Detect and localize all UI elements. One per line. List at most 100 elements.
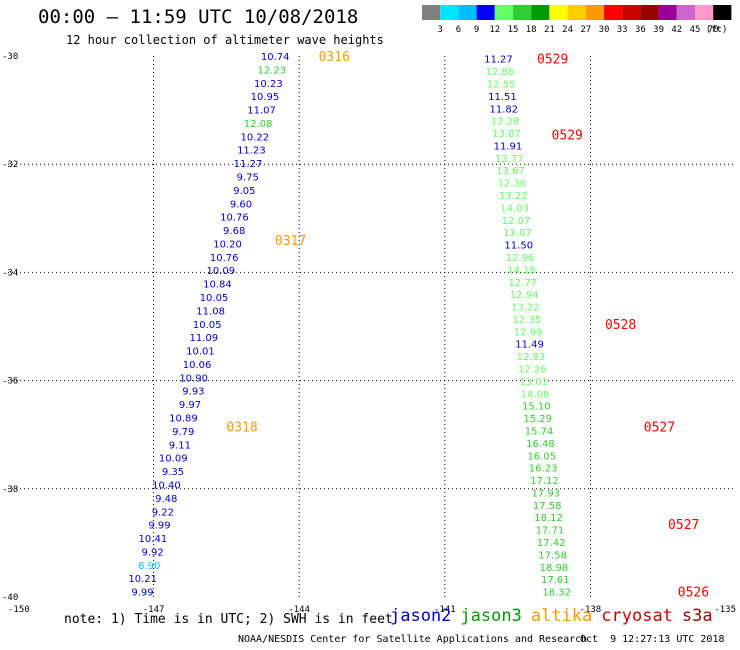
swh-value-label: 11.49	[515, 340, 544, 351]
swh-value-label: 14.18	[507, 265, 536, 276]
swh-value-label: 11.23	[237, 146, 266, 157]
swh-value-label: 10.84	[203, 280, 232, 291]
swh-value-label: 17.58	[533, 501, 562, 512]
swh-value-label: 18.32	[542, 588, 571, 599]
x-tick-label: -138	[580, 605, 602, 615]
colorbar-threshold: 45	[690, 25, 701, 35]
swh-value-label: 9.05	[233, 186, 255, 197]
swh-value-label: 13.22	[499, 191, 528, 202]
x-tick-label: -147	[143, 605, 165, 615]
colorbar-swatch	[604, 5, 623, 20]
swh-value-label: 9.68	[223, 226, 245, 237]
swh-value-label: 16.23	[529, 464, 558, 475]
swh-value-label: 11.27	[484, 55, 513, 66]
swh-value-label: 14.08	[521, 389, 550, 400]
swh-value-label: 9.79	[172, 427, 194, 438]
swh-value-label: 11.82	[490, 104, 519, 115]
colorbar-swatch	[549, 5, 568, 20]
colorbar-swatch	[458, 5, 477, 20]
swh-value-label: 18.98	[540, 563, 569, 574]
colorbar-threshold: 24	[562, 25, 573, 35]
swh-value-label: 12.96	[506, 253, 535, 264]
colorbar-threshold: 42	[671, 25, 682, 35]
swh-value-label: 10.05	[200, 293, 229, 304]
colorbar-swatch	[440, 5, 459, 20]
swh-value-label: 9.22	[152, 507, 174, 518]
legend-entry-jason3: jason3	[460, 606, 522, 626]
swh-value-label: 10.01	[186, 347, 215, 358]
swh-value-label: 9.97	[179, 400, 201, 411]
colorbar-unit: (ft)	[706, 25, 728, 35]
swh-value-label: 16.05	[527, 451, 556, 462]
swh-value-label: 9.60	[230, 199, 252, 210]
swh-value-label: 9.99	[148, 521, 170, 532]
orbit-time-label: 0317	[275, 234, 306, 249]
swh-value-label: 10.21	[128, 574, 157, 585]
y-tick-label: -30	[2, 52, 18, 62]
swh-value-label: 10.05	[193, 320, 222, 331]
grid	[8, 56, 736, 597]
colorbar-swatch	[476, 5, 495, 20]
colorbar-threshold: 6	[456, 25, 461, 35]
colorbar-threshold: 21	[544, 25, 555, 35]
colorbar-swatch	[640, 5, 659, 20]
y-tick-label: -40	[2, 593, 18, 603]
swh-value-label: 17.93	[532, 488, 561, 499]
swh-value-label: 10.40	[152, 480, 181, 491]
colorbar-threshold: 30	[599, 25, 610, 35]
swh-value-label: 10.95	[251, 92, 280, 103]
orbit-time-label: 0527	[644, 421, 675, 436]
swh-value-label: 9.48	[155, 494, 177, 505]
orbit-time-label: 0527	[668, 518, 699, 533]
colorbar-threshold: 27	[580, 25, 591, 35]
colorbar-threshold: 39	[653, 25, 664, 35]
swh-value-label: 10.20	[213, 239, 242, 250]
colorbar-threshold: 12	[489, 25, 500, 35]
swh-value-label: 13.22	[511, 303, 540, 314]
colorbar-swatch	[531, 5, 550, 20]
swh-value-label: 13.67	[496, 166, 525, 177]
swh-value-label: 17.71	[536, 526, 565, 537]
x-tick-label: -150	[8, 605, 30, 615]
y-tick-label: -34	[2, 268, 18, 278]
generation-timestamp: Oct 9 12:27:13 UTC 2018	[580, 634, 725, 645]
axis-ticks: -150 -147 -144 -141 -138 -135 -30 -32 -34 -36 -38 -…	[2, 52, 736, 615]
swh-value-label: 10.90	[179, 373, 208, 384]
colorbar-swatch	[676, 5, 695, 20]
swh-value-label: 12.26	[518, 365, 547, 376]
colorbar-swatch	[713, 5, 732, 20]
swh-value-label: 10.09	[206, 266, 235, 277]
x-tick-label: -141	[434, 605, 456, 615]
swh-value-label: 11.50	[504, 241, 533, 252]
swh-value-label: 9.35	[162, 467, 184, 478]
legend-entry-altika: altika	[530, 606, 593, 626]
swh-value-label: 10.41	[139, 534, 168, 545]
swh-value-label: 13.87	[492, 129, 521, 140]
y-tick-label: -36	[2, 377, 18, 387]
legend-entry-cryosat: cryosat	[601, 606, 673, 626]
swh-value-label: 11.51	[488, 92, 517, 103]
swh-value-label: 8.90	[138, 561, 160, 572]
colorbar-threshold: 36	[635, 25, 646, 35]
orbit-time-label: 0528	[605, 318, 636, 333]
swh-value-label: 12.08	[244, 119, 273, 130]
swh-value-label: 12.07	[502, 216, 531, 227]
colorbar-swatch	[494, 5, 513, 20]
swh-value-label: 12.99	[514, 327, 543, 338]
orbit-time-label: 0316	[319, 50, 350, 65]
swh-value-label: 11.08	[196, 306, 225, 317]
swh-value-label: 10.06	[183, 360, 212, 371]
swh-value-label: 12.94	[510, 290, 539, 301]
swh-value-label: 17.61	[541, 575, 570, 586]
swh-value-label: 9.99	[131, 588, 153, 599]
colorbar-swatch	[695, 5, 714, 20]
time-labels: 0316 0317 0318 0529 0529 0528 0527 0527 0526	[226, 50, 709, 601]
swh-value-label: 13.01	[519, 377, 548, 388]
colorbar: 3 6 9 12 15 18 21 24 27 30 33 36 39 42 45 70(ft)	[422, 5, 732, 35]
swh-value-label: 12.77	[508, 278, 537, 289]
swh-value-label: 18.12	[534, 513, 563, 524]
legend-entry-s3a: s3a	[681, 606, 713, 626]
colorbar-threshold: 9	[474, 25, 479, 35]
swh-value-label: 10.74	[261, 52, 290, 63]
swh-value-label: 11.09	[190, 333, 219, 344]
